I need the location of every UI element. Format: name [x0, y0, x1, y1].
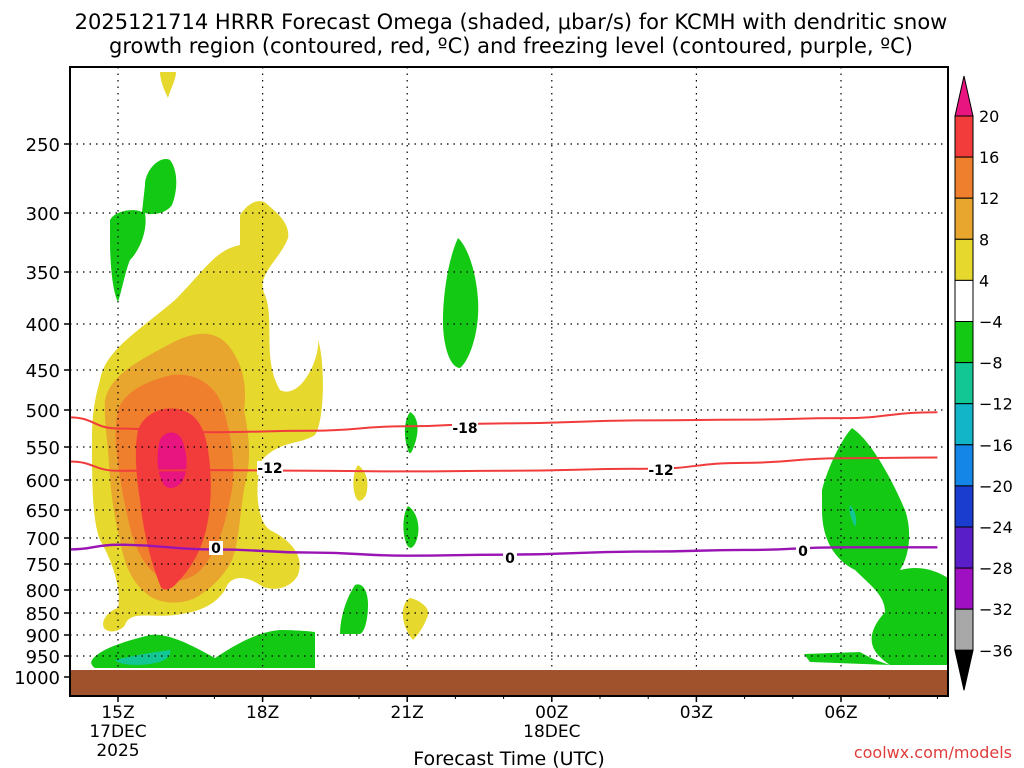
omega-sinking-small-c [340, 584, 368, 634]
chart-title-line1: 2025121714 HRRR Forecast Omega (shaded, … [75, 10, 948, 34]
svg-text:-12: -12 [648, 463, 673, 479]
colorbar-label: −12 [979, 395, 1013, 414]
freezing-label-a: 0 [209, 541, 223, 557]
y-tick-label: 550 [26, 438, 60, 459]
omega-rising-16-20 [135, 408, 211, 590]
y-tick-label: 500 [26, 401, 60, 422]
colorbar-arrow-top [954, 75, 974, 117]
y-tick-label: 250 [26, 135, 60, 156]
colorbar-label: −20 [979, 477, 1013, 496]
y-tick-label: 1000 [14, 668, 60, 689]
colorbar-swatch [954, 197, 974, 240]
colorbar-arrow-bottom [954, 649, 974, 691]
plot-frame [69, 66, 949, 697]
x-tick-date: 17DEC [89, 722, 146, 742]
x-axis-title: Forecast Time (UTC) [413, 748, 604, 768]
y-tick-label: 650 [26, 501, 60, 522]
omega-sinking-mid [442, 238, 479, 368]
omega-sinking-small-b [403, 506, 419, 548]
colorbar-swatch [954, 279, 974, 322]
freezing-label-b: 0 [503, 551, 517, 567]
y-tick-label: 300 [26, 204, 60, 225]
colorbar-label: −8 [979, 354, 1003, 373]
colorbar-swatch [954, 115, 974, 158]
terrain-ground [70, 670, 948, 696]
omega-rising-small-2 [402, 598, 429, 640]
x-tick-label: 21Z [391, 703, 424, 723]
colorbar-swatch [954, 485, 974, 528]
freezing-level-contour [69, 543, 938, 557]
omega-sinking-right-low [804, 652, 890, 665]
colorbar-label: −32 [979, 600, 1013, 619]
x-tick-label: 15Z [101, 703, 134, 723]
x-tick-label: 03Z [680, 703, 713, 723]
y-tick-label: 600 [26, 471, 60, 492]
omega-rising-small-1 [353, 465, 368, 501]
y-tick-label: 450 [26, 361, 60, 382]
plot-area: -18 -12 -12 0 0 0 [69, 66, 949, 697]
colorbar-swatch [954, 238, 974, 281]
x-tick-label: 18Z [246, 703, 279, 723]
freezing-label-c: 0 [796, 544, 810, 560]
omega-sinking-small-a [404, 412, 418, 454]
contour-label-minus18: -18 [452, 421, 478, 437]
y-tick-label: 800 [26, 581, 60, 602]
colorbar-label: 12 [979, 189, 999, 208]
svg-text:-12: -12 [257, 461, 282, 477]
colorbar-label: 4 [979, 271, 989, 290]
y-tick-label: 700 [26, 529, 60, 550]
svg-text:0: 0 [211, 541, 221, 557]
colorbar-label: 20 [979, 107, 999, 126]
svg-text:0: 0 [505, 551, 515, 567]
colorbar-swatch [954, 362, 974, 405]
x-tick-label: 00Z [535, 703, 568, 723]
dgz-contour-minus12 [69, 456, 938, 473]
colorbar-label: −16 [979, 436, 1013, 455]
y-tick-label: 950 [26, 647, 60, 668]
omega-rising-gt20 [157, 432, 187, 488]
colorbar-swatch [954, 608, 974, 651]
colorbar-label: 16 [979, 148, 999, 167]
colorbar-swatch [954, 156, 974, 199]
colorbar-label: 8 [979, 230, 989, 249]
y-tick-label: 900 [26, 626, 60, 647]
y-tick-label: 400 [26, 315, 60, 336]
chart-title-line2: growth region (contoured, red, ºC) and f… [109, 34, 913, 58]
colorbar-swatch [954, 321, 974, 364]
contour-label-minus12-b: -12 [648, 463, 674, 479]
colorbar-swatch [954, 567, 974, 610]
svg-text:0: 0 [798, 544, 808, 560]
omega-sinking-lowlevel-teal [115, 650, 171, 665]
x-tick-date: 18DEC [523, 722, 580, 742]
omega-sinking-left-upper [110, 159, 177, 302]
colorbar-label: −24 [979, 518, 1013, 537]
colorbar: 20 16 12 8 4 −4 −8 −12 −16 −20 −24 −28 −32 −36 [954, 75, 1013, 691]
y-tick-label: 350 [26, 263, 60, 284]
y-tick-label: 850 [26, 604, 60, 625]
colorbar-label: −28 [979, 559, 1013, 578]
y-axis: 2503003504004505005506006507007508008509… [14, 135, 70, 689]
colorbar-label: −36 [979, 641, 1013, 660]
x-tick-year: 2025 [96, 741, 139, 761]
omega-rising-top [160, 72, 176, 98]
x-tick-label: 06Z [824, 703, 857, 723]
contour-label-minus12-a: -12 [257, 461, 283, 477]
credit-text: coolwx.com/models [854, 743, 1012, 762]
y-tick-label: 750 [26, 555, 60, 576]
svg-text:-18: -18 [452, 421, 477, 437]
colorbar-label: −4 [979, 313, 1003, 332]
colorbar-swatch [954, 403, 974, 446]
colorbar-swatch [954, 526, 974, 569]
colorbar-swatch [954, 444, 974, 487]
